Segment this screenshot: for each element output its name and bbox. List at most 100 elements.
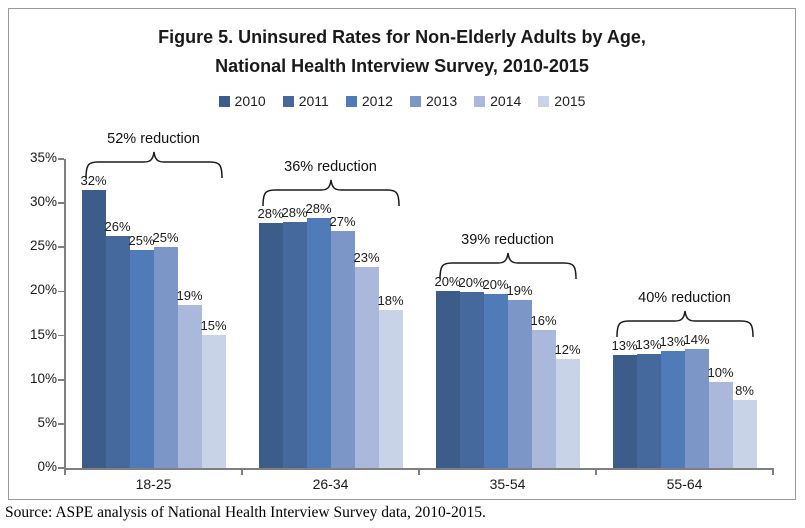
legend-label: 2011 (298, 93, 329, 109)
y-tick (58, 202, 64, 204)
bar (435, 290, 460, 468)
y-tick (58, 467, 64, 469)
legend-label: 2015 (554, 93, 586, 109)
bar (708, 382, 733, 468)
bar-value-label: 18% (377, 292, 404, 308)
bar (684, 348, 709, 468)
bar (105, 235, 130, 468)
brace-path (84, 151, 223, 178)
reduction-label: 36% reduction (284, 159, 377, 176)
y-tick (58, 246, 64, 249)
bar (378, 309, 403, 468)
bar (81, 189, 106, 468)
bar (732, 400, 757, 468)
y-tick-label: 15% (29, 326, 57, 342)
bar-value-label: 28% (281, 204, 308, 220)
legend-swatch-icon (474, 95, 486, 107)
legend-swatch-icon (218, 95, 230, 107)
legend-swatch-icon (538, 95, 550, 107)
bar-value-label: 19% (506, 283, 533, 299)
reduction-brace (84, 151, 223, 178)
brace-path (438, 252, 577, 279)
y-tick-label: 25% (29, 238, 57, 254)
bar (177, 304, 202, 468)
bar-value-label: 12% (554, 342, 581, 358)
y-tick (58, 158, 64, 160)
y-axis-line (64, 159, 66, 474)
legend-swatch-icon (282, 95, 294, 107)
x-tick (241, 468, 243, 475)
bar-value-label: 25% (128, 232, 155, 248)
brace-path (615, 310, 754, 337)
bar (354, 266, 379, 468)
bar (555, 359, 580, 468)
bar-value-label: 13% (635, 337, 662, 353)
y-tick-label: 35% (29, 150, 57, 165)
legend-label: 2013 (425, 93, 458, 109)
category-label: 55-64 (666, 476, 703, 492)
bar (306, 218, 331, 468)
bar-value-label: 16% (530, 313, 557, 329)
bar-value-label: 14% (683, 331, 710, 347)
bar-value-label: 28% (305, 201, 332, 217)
x-tick (772, 468, 774, 475)
bar-chart-plot: 0% 5% 10% 15% 20% 25% 30% 35% 32% 26% 25% 25% 19% 15%… (9, 9, 795, 499)
reduction-brace (261, 180, 400, 207)
figure-frame: Figure 5. Uninsured Rates for Non-Elderl… (8, 8, 796, 500)
legend-item: 2015 (538, 93, 585, 109)
y-tick-label: 0% (37, 459, 57, 474)
legend-item: 2013 (409, 93, 458, 109)
bar-value-label: 13% (659, 334, 686, 350)
chart-legend: 2010 2011 2012 2013 2014 2015 (9, 93, 795, 109)
bar-value-label: 20% (434, 273, 461, 289)
category-label: 26-34 (312, 476, 349, 492)
y-tick (58, 290, 64, 293)
bar (153, 247, 178, 468)
legend-item: 2012 (345, 93, 393, 109)
bar (330, 230, 355, 468)
chart-title-line1: Figure 5. Uninsured Rates for Non-Elderl… (158, 27, 646, 47)
bar-value-label: 19% (176, 287, 203, 303)
bar (258, 222, 283, 468)
y-tick-label: 5% (37, 414, 57, 430)
reduction-label: 39% reduction (461, 231, 554, 248)
y-tick (58, 423, 64, 425)
legend-label: 2010 (234, 93, 266, 109)
source-note: Source: ASPE analysis of National Health… (5, 504, 486, 521)
bar (282, 221, 307, 468)
x-tick (595, 468, 597, 475)
bar (129, 249, 154, 468)
reduction-label: 40% reduction (638, 289, 731, 306)
category-label: 18-25 (135, 476, 172, 492)
y-tick-label: 30% (29, 194, 57, 210)
bar (201, 334, 226, 468)
reduction-brace (615, 310, 754, 337)
bar-value-label: 20% (458, 275, 485, 291)
legend-item: 2010 (218, 93, 266, 109)
legend-item: 2014 (474, 93, 521, 109)
bar-value-label: 10% (707, 365, 734, 381)
y-tick-label: 10% (29, 370, 57, 386)
chart-title-line2: National Health Interview Survey, 2010-2… (215, 56, 589, 76)
y-tick-label: 20% (29, 282, 57, 298)
bar-value-label: 20% (482, 277, 509, 293)
chart-title: Figure 5. Uninsured Rates for Non-Elderl… (9, 23, 795, 81)
x-tick (418, 468, 420, 475)
legend-label: 2014 (490, 93, 522, 109)
bar-value-label: 26% (104, 218, 131, 234)
legend-item: 2011 (282, 93, 329, 109)
bar-value-label: 23% (353, 249, 380, 265)
bar (483, 294, 508, 468)
x-tick (64, 468, 66, 475)
y-tick (58, 334, 64, 337)
category-label: 35-54 (489, 476, 526, 492)
bar (459, 292, 484, 468)
bar-value-label: 27% (329, 213, 356, 229)
bar-value-label: 13% (611, 337, 638, 353)
bar-value-label: 25% (152, 230, 179, 246)
bar-value-label: 8% (735, 383, 754, 399)
bar (507, 300, 532, 468)
bar (636, 354, 661, 468)
bar-value-label: 15% (200, 317, 227, 333)
